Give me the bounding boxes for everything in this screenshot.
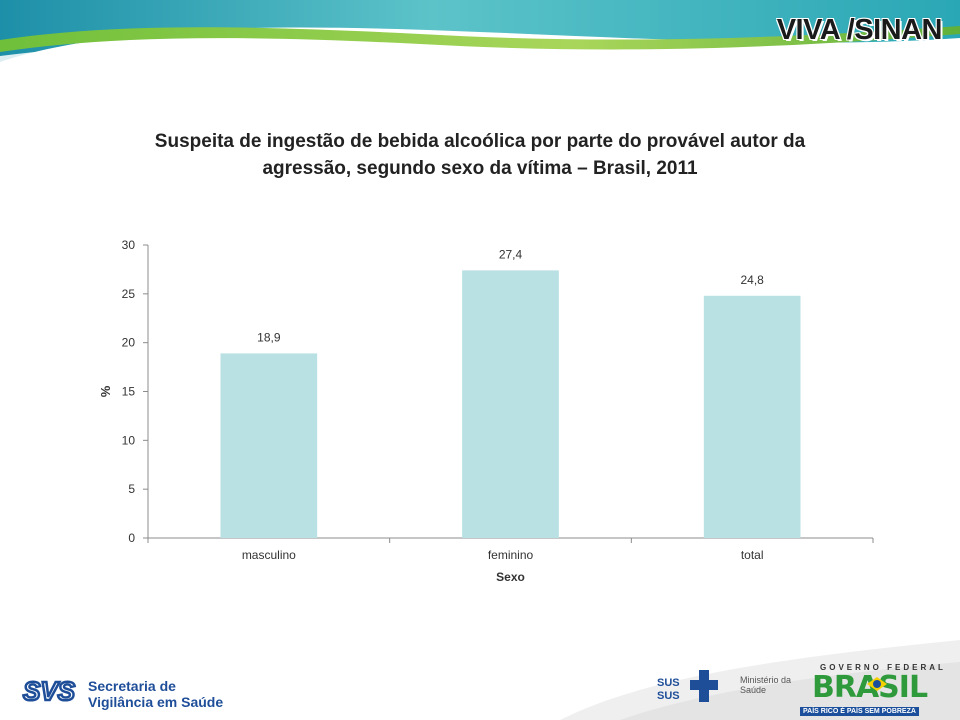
y-tick-label: 25 bbox=[122, 287, 136, 301]
chart-title-line2: agressão, segundo sexo da vítima – Brasi… bbox=[262, 158, 698, 179]
y-axis-title: % bbox=[98, 385, 113, 397]
bar-chart: 0 5 10 15 20 25 30 18,9 masculino 27,4 feminino 24,… bbox=[98, 238, 874, 584]
sus-label-1: SUS bbox=[657, 677, 680, 689]
bar-total bbox=[703, 295, 801, 538]
x-tick-label-masculino: masculino bbox=[242, 548, 296, 562]
header-title: VIVA /SINAN bbox=[776, 14, 943, 46]
y-tick-label: 15 bbox=[122, 385, 136, 399]
ministerio-label: Ministério da Saúde bbox=[740, 675, 791, 695]
svs-line1: Secretaria de bbox=[88, 678, 176, 694]
gov-top-label: GOVERNO FEDERAL bbox=[820, 663, 946, 672]
sus-label-2: SUS bbox=[657, 690, 680, 702]
data-label-total: 24,8 bbox=[740, 273, 764, 287]
data-label-feminino: 27,4 bbox=[499, 247, 523, 261]
gov-slogan: PAÍS RICO É PAÍS SEM POBREZA bbox=[800, 707, 919, 716]
x-axis-title: Sexo bbox=[496, 570, 525, 584]
header-banner bbox=[0, 0, 960, 62]
brasil-logo-word: BRASIL bbox=[812, 670, 928, 705]
chart-title: Suspeita de ingestão de bebida alcoólica… bbox=[100, 128, 860, 182]
y-tick-label: 5 bbox=[128, 482, 135, 496]
bar-masculino bbox=[220, 353, 318, 538]
svs-logo-text: SVS bbox=[23, 676, 76, 706]
chart-title-line1: Suspeita de ingestão de bebida alcoólica… bbox=[154, 131, 806, 152]
ministerio-line1: Ministério da bbox=[740, 675, 792, 685]
y-tick-label: 30 bbox=[122, 238, 136, 252]
ministerio-line2: Saúde bbox=[740, 685, 767, 695]
data-label-masculino: 18,9 bbox=[257, 330, 281, 344]
footer-band bbox=[560, 640, 960, 720]
x-tick-label-total: total bbox=[741, 548, 764, 562]
svs-logo-icon: SVS bbox=[16, 675, 82, 707]
y-tick-label: 10 bbox=[122, 433, 136, 447]
bar-feminino bbox=[462, 270, 559, 538]
svs-line2: Vigilância em Saúde bbox=[88, 694, 224, 710]
health-cross-icon bbox=[690, 670, 718, 702]
y-tick-label: 20 bbox=[122, 336, 136, 350]
x-tick-label-feminino: feminino bbox=[488, 548, 534, 562]
y-tick-label: 0 bbox=[128, 531, 135, 545]
brazil-flag-icon bbox=[867, 677, 887, 691]
